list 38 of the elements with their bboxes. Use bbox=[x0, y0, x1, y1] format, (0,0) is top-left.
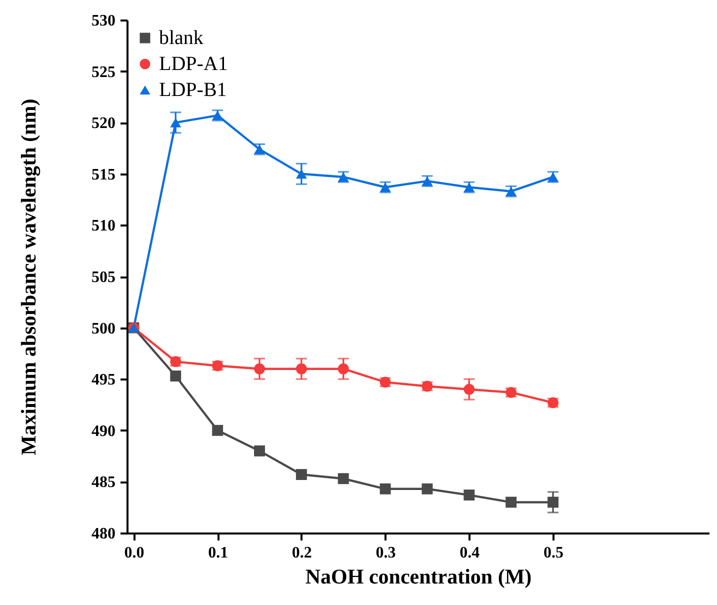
point bbox=[338, 473, 349, 484]
point bbox=[422, 483, 433, 494]
x-tick-label: 0.4 bbox=[460, 544, 480, 562]
x-tick-label: 0.3 bbox=[376, 544, 396, 562]
point bbox=[170, 370, 182, 382]
y-tick-label: 510 bbox=[92, 218, 116, 235]
legend-label: blank bbox=[159, 27, 204, 49]
point bbox=[296, 363, 307, 374]
y-tick-label: 515 bbox=[92, 166, 116, 184]
y-tick-label: 525 bbox=[92, 64, 116, 81]
point bbox=[170, 118, 182, 128]
point bbox=[506, 496, 517, 508]
y-tick-label: 505 bbox=[92, 269, 116, 286]
point bbox=[464, 490, 475, 501]
legend-label: LDP-B1 bbox=[159, 79, 227, 101]
y-tick-label: 485 bbox=[92, 474, 116, 492]
y-tick-label: 530 bbox=[92, 12, 116, 30]
point bbox=[254, 445, 265, 456]
y-tick-label: 520 bbox=[92, 115, 116, 132]
y-tick-label: 480 bbox=[92, 526, 116, 542]
x-tick-label: 0.0 bbox=[124, 544, 144, 562]
x-tick-label: 0.2 bbox=[292, 544, 312, 562]
point bbox=[296, 169, 307, 179]
legend-label: LDP-A1 bbox=[159, 53, 228, 75]
point bbox=[212, 424, 224, 436]
y-axis-title: Maximum absorbance wavelength (nm) bbox=[16, 98, 40, 456]
point bbox=[296, 469, 307, 480]
y-tick-label: 500 bbox=[92, 320, 116, 338]
x-tick-label: 0.1 bbox=[208, 544, 228, 562]
x-tick-label: 0.5 bbox=[544, 544, 564, 562]
point bbox=[380, 483, 391, 494]
point bbox=[464, 384, 475, 395]
point bbox=[254, 363, 265, 374]
point bbox=[548, 496, 558, 508]
y-tick-label: 495 bbox=[92, 372, 116, 389]
x-axis-title: NaOH concentration (M) bbox=[305, 564, 532, 588]
point bbox=[338, 363, 349, 374]
y-tick-label: 490 bbox=[92, 422, 116, 440]
